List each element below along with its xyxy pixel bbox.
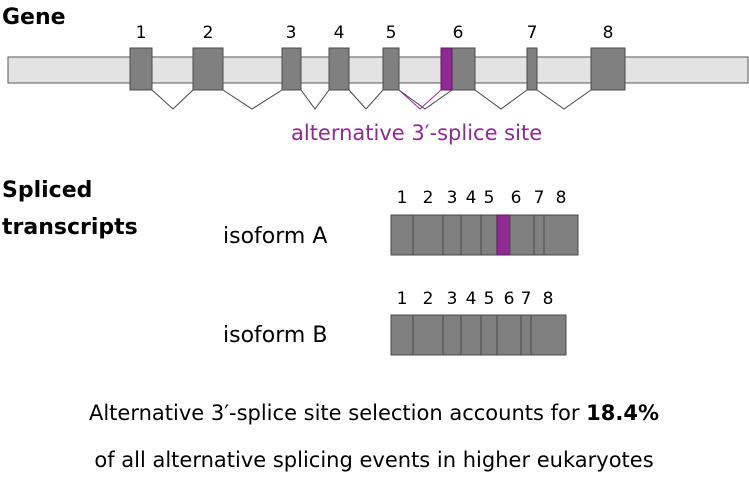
gene-heading: Gene — [2, 5, 66, 30]
alternative-site-label: alternative 3′-splice site — [291, 121, 542, 145]
gene-exon-number-4: 4 — [334, 23, 345, 43]
isoform-b-number-3: 3 — [447, 289, 458, 309]
intron-1-2 — [151, 89, 194, 110]
isoform-a-number-5: 5 — [484, 188, 495, 208]
spliced-heading-line1: Spliced — [2, 178, 92, 203]
intron-7-8 — [536, 89, 592, 110]
intron-6-7 — [474, 89, 528, 110]
isoform-a-number-3: 3 — [447, 188, 458, 208]
isoform-b-label: isoform B — [223, 323, 327, 348]
isoform-b-exon-3 — [442, 314, 462, 356]
intron-5-6-alternative — [398, 89, 442, 110]
isoform-b-number-6: 6 — [504, 289, 515, 309]
isoform-b-number-5: 5 — [484, 289, 495, 309]
isoform-a-number-2: 2 — [423, 188, 434, 208]
gene-exon-4 — [328, 47, 350, 91]
isoform-b-exon-6 — [496, 314, 522, 356]
caption-line-2: of all alternative splicing events in hi… — [94, 448, 653, 472]
spliced-heading-line2: transcripts — [2, 215, 138, 240]
caption-percentage: 18.4% — [586, 401, 659, 425]
isoform-b-number-1: 1 — [397, 289, 408, 309]
gene-exon-number-6: 6 — [453, 23, 464, 43]
gene-exon-number-3: 3 — [286, 23, 297, 43]
isoform-a-number-6: 6 — [511, 188, 522, 208]
isoform-b-number-7: 7 — [521, 289, 532, 309]
isoform-a-number-4: 4 — [466, 188, 477, 208]
isoform-a-exon-2 — [412, 214, 444, 256]
isoform-a-exon-5 — [480, 214, 498, 256]
isoform-b-number-2: 2 — [423, 289, 434, 309]
gene-exon-number-7: 7 — [527, 23, 538, 43]
isoform-b-number-8: 8 — [543, 289, 554, 309]
gene-exon-number-5: 5 — [386, 23, 397, 43]
isoform-a-number-7: 7 — [534, 188, 545, 208]
intron-4-5 — [348, 89, 384, 110]
gene-exon-5 — [382, 47, 400, 91]
isoform-b-number-4: 4 — [466, 289, 477, 309]
isoform-b-exon-4 — [460, 314, 482, 356]
gene-bar — [7, 56, 749, 84]
isoform-a-number-8: 8 — [556, 188, 567, 208]
isoform-a-exon-7 — [533, 214, 545, 256]
isoform-a-label: isoform A — [223, 224, 327, 249]
isoform-b-exon-8 — [530, 314, 567, 356]
isoform-b-exon-5 — [480, 314, 498, 356]
intron-5-6-canonical — [398, 89, 453, 110]
gene-exon-3 — [281, 47, 302, 91]
isoform-a-exon-4 — [460, 214, 482, 256]
isoform-a-number-1: 1 — [397, 188, 408, 208]
caption-line-1: Alternative 3′-splice site selection acc… — [89, 401, 659, 425]
gene-exon-number-1: 1 — [136, 23, 147, 43]
isoform-a-exon-6-alternative-part — [496, 214, 511, 256]
isoform-a-exon-8 — [543, 214, 579, 256]
gene-exon-6 — [451, 47, 476, 91]
isoform-a-exon-1 — [390, 214, 414, 256]
gene-exon-7 — [526, 47, 538, 91]
intron-3-4 — [300, 89, 330, 110]
intron-2-3 — [222, 89, 283, 110]
gene-exon-1 — [129, 47, 153, 91]
gene-exon-8 — [590, 47, 626, 91]
isoform-b-exon-2 — [412, 314, 444, 356]
isoform-b-exon-1 — [390, 314, 414, 356]
gene-exon-6-alternative-part — [440, 47, 453, 91]
isoform-a-exon-6 — [509, 214, 535, 256]
gene-exon-2 — [192, 47, 224, 91]
isoform-b-exon-7 — [520, 314, 532, 356]
isoform-a-exon-3 — [442, 214, 462, 256]
gene-exon-number-8: 8 — [603, 23, 614, 43]
gene-exon-number-2: 2 — [203, 23, 214, 43]
caption-line-1-text: Alternative 3′-splice site selection acc… — [89, 401, 586, 425]
